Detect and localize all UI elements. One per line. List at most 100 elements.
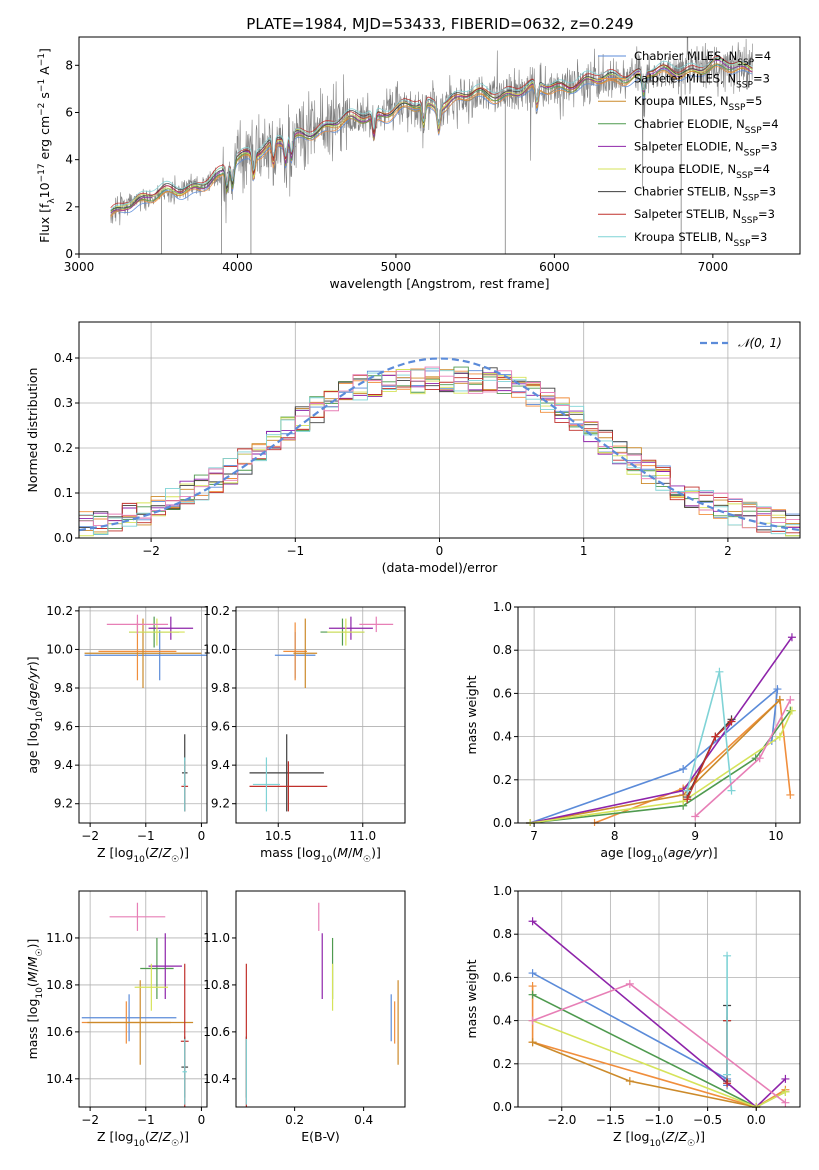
- axes-frame: [235, 890, 406, 1108]
- axes-frame: [517, 606, 801, 824]
- histogram-legend: 𝒩(0, 1): [700, 336, 782, 350]
- x-tick-label: −2: [142, 544, 160, 558]
- y-tick-label: 9.6: [54, 720, 73, 734]
- x-tick-label: 3000: [64, 260, 95, 274]
- weight-marker-kroupa_miles: [528, 1038, 537, 1047]
- x-tick-label: 11.0: [349, 829, 376, 843]
- x-axis-label: wavelength [Angstrom, rest frame]: [329, 276, 549, 291]
- y-tick-label: 6: [65, 105, 73, 119]
- axes-frame: [78, 606, 208, 824]
- y-tick-label: 10.0: [203, 642, 230, 656]
- weight-marker-salpeter_elodie: [781, 1074, 790, 1083]
- plot-area: [245, 902, 399, 1107]
- y-axis-label: Flux [fλ10−17 erg cm−2 s−1 A−1]: [37, 48, 57, 243]
- legend-label-salpeter_miles: Salpeter MILES, NSSP=3: [634, 72, 770, 91]
- y-tick-label: 0.4: [54, 351, 73, 365]
- y-tick-label: 9.4: [54, 758, 73, 772]
- figure-title: PLATE=1984, MJD=53433, FIBERID=0632, z=0…: [246, 15, 633, 33]
- x-axis-label: (data-model)/error: [382, 560, 499, 575]
- y-axis-label: age [log10(age/yr)]: [25, 656, 45, 773]
- x-tick-label: 0.4: [354, 1113, 373, 1127]
- y-tick-label: 0.0: [493, 1100, 512, 1114]
- y-tick-label: 9.4: [211, 758, 230, 772]
- legend-label-salpeter_elodie: Salpeter ELODIE, NSSP=3: [634, 139, 777, 158]
- x-tick-label: −0.5: [693, 1113, 722, 1127]
- y-tick-label: 10.8: [203, 978, 230, 992]
- x-tick-label: 7000: [698, 260, 729, 274]
- x-tick-label: 0.2: [285, 1113, 304, 1127]
- x-tick-label: 0: [198, 829, 206, 843]
- y-tick-label: 11.0: [203, 931, 230, 945]
- y-tick-label: 4: [65, 153, 73, 167]
- legend-label-kroupa_stelib: Kroupa STELIB, NSSP=3: [634, 230, 767, 249]
- weight-marker-kroupa_miles: [625, 1077, 634, 1086]
- weight-marker-chabrier_miles: [528, 969, 537, 978]
- model-spectrum-kroupa_stelib: [110, 57, 753, 211]
- y-tick-label: 10.0: [46, 642, 73, 656]
- y-axis-label: mass weight: [464, 959, 479, 1038]
- weight-marker-kroupa_elodie: [775, 732, 784, 741]
- weight-marker-kroupa_stelib: [723, 1070, 732, 1079]
- y-tick-label: 9.8: [211, 681, 230, 695]
- x-tick-label: −1: [137, 829, 155, 843]
- y-axis-label: Normed distribution: [25, 368, 40, 493]
- y-tick-label: 10.4: [46, 1072, 73, 1086]
- legend-label-kroupa_miles: Kroupa MILES, NSSP=5: [634, 94, 762, 113]
- weight-marker-chabrier_elodie: [528, 990, 537, 999]
- y-axis-label: mass [log10(M/M☉)]: [25, 939, 45, 1060]
- weight-marker-salpeter_stelib: [711, 732, 720, 741]
- y-tick-label: 0.2: [493, 773, 512, 787]
- weight-marker-pink: [781, 1098, 790, 1107]
- x-tick-label: 5000: [381, 260, 412, 274]
- age-vs-mass-panel: 10.5 11.0 9.2 9.4 9.6 9.8 10.0 10.2 mass [log10(…: [203, 604, 406, 865]
- age-vs-metallicity-panel: −2 −1 0 9.2 9.4 9.6 9.8 10.0 10.2 Z [log10(Z/Z☉)]…: [25, 604, 208, 865]
- weight-marker-pink: [691, 812, 700, 821]
- weight-line-salpeter_miles: [594, 698, 792, 824]
- y-tick-label: 0.6: [493, 970, 512, 984]
- weight-marker-salpeter_miles: [786, 790, 795, 799]
- x-axis-label: E(B-V): [301, 1129, 340, 1144]
- weight-marker-kroupa_elodie: [781, 1087, 790, 1096]
- weight-marker-kroupa_miles: [775, 695, 784, 704]
- y-tick-label: 8: [65, 58, 73, 72]
- y-tick-label: 10.2: [203, 604, 230, 618]
- x-axis-label: Z [log10(Z/Z☉)]: [97, 845, 189, 865]
- x-axis-label: Z [log10(Z/Z☉)]: [97, 1129, 189, 1149]
- y-tick-label: 9.6: [211, 720, 230, 734]
- spectrum-legend: Chabrier MILES, NSSP=4 Salpeter MILES, NS…: [598, 49, 779, 249]
- x-tick-label: −1.5: [596, 1113, 625, 1127]
- y-tick-label: 0.1: [54, 486, 73, 500]
- weight-marker-kroupa_stelib: [715, 667, 724, 676]
- weight-line-salpeter_elodie: [529, 636, 793, 824]
- axes-frame: [78, 36, 801, 255]
- y-tick-label: 10.2: [46, 604, 73, 618]
- y-tick-label: 10.6: [203, 1025, 230, 1039]
- weight-marker-pink: [755, 754, 764, 763]
- mass-vs-metallicity-panel: −2 −1 0 10.4 10.6 10.8 11.0 Z [log10(Z/Z☉)] mass…: [25, 890, 208, 1149]
- x-tick-label: 6000: [539, 260, 570, 274]
- x-tick-label: 7: [530, 829, 538, 843]
- y-tick-label: 0.8: [493, 927, 512, 941]
- weight-marker-kroupa_stelib: [723, 951, 732, 960]
- histogram-pink: [79, 366, 800, 538]
- x-tick-label: −2.0: [547, 1113, 576, 1127]
- spectrum-panel: 3000 4000 5000 6000 7000 0 2 4 6 8 wavelength [Ang…: [37, 36, 801, 291]
- x-tick-label: −2: [81, 1113, 99, 1127]
- legend-label-kroupa_elodie: Kroupa ELODIE, NSSP=4: [634, 162, 770, 181]
- y-tick-label: 10.6: [46, 1025, 73, 1039]
- mass-vs-ebv-panel: 0.2 0.4 10.4 10.6 10.8 11.0 E(B-V): [203, 890, 406, 1144]
- plot-area: [249, 616, 394, 812]
- weight-marker-salpeter_miles: [528, 982, 537, 991]
- x-tick-label: 2: [724, 544, 732, 558]
- weight-marker-pink: [786, 695, 795, 704]
- weight-marker-chabrier_miles: [679, 765, 688, 773]
- y-tick-label: 1.0: [493, 884, 512, 898]
- x-tick-label: −1: [137, 1113, 155, 1127]
- normal-distribution-curve: [79, 357, 800, 532]
- weight-marker-salpeter_stelib: [723, 1079, 732, 1088]
- y-tick-label: 10.4: [203, 1072, 230, 1086]
- weight-marker-kroupa_elodie: [787, 706, 796, 715]
- y-tick-label: 0: [65, 247, 73, 261]
- x-tick-label: 1: [580, 544, 588, 558]
